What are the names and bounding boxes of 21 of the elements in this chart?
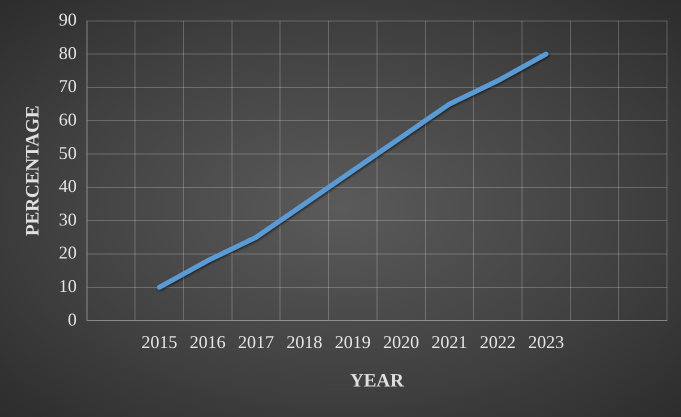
x-tick-label: 2021: [431, 332, 468, 352]
y-tick-label: 60: [58, 109, 77, 130]
x-tick-label: 2019: [334, 332, 371, 352]
y-tick-label: 80: [58, 42, 77, 63]
x-tick-label: 2020: [383, 332, 420, 352]
x-tick-label: 2023: [528, 332, 564, 352]
y-axis-title: PERCENTAGE: [22, 105, 44, 236]
y-tick-label: 70: [58, 76, 77, 96]
y-tick-label: 0: [68, 309, 77, 330]
y-tick-label: 50: [58, 142, 77, 163]
x-tick-label: 2017: [238, 332, 274, 352]
x-tick-label: 2022: [480, 332, 516, 352]
x-tick-label: 2015: [141, 332, 178, 352]
y-tick-label: 90: [58, 10, 77, 30]
x-tick-label: 2016: [190, 332, 226, 352]
y-tick-label: 30: [58, 209, 77, 230]
y-tick-label: 20: [58, 242, 77, 263]
x-axis-title: YEAR: [350, 370, 404, 392]
y-tick-label: 10: [58, 276, 77, 296]
x-tick-label: 2018: [286, 332, 322, 352]
y-tick-label: 40: [58, 176, 77, 196]
